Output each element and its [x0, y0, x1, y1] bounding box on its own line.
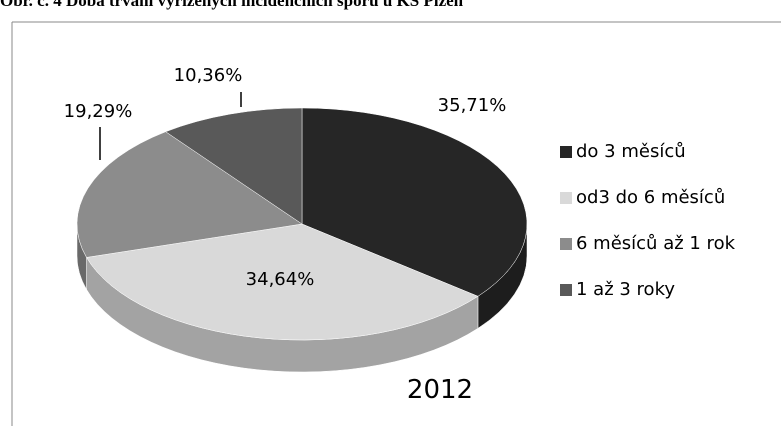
legend-label: od3 do 6 měsíců	[576, 187, 725, 208]
data-label: 34,64%	[246, 269, 315, 290]
legend-swatch	[560, 238, 572, 250]
legend-label: do 3 měsíců	[576, 141, 686, 162]
pie-slice	[76, 131, 303, 258]
pie-slice	[301, 107, 528, 297]
pie-slice	[86, 223, 479, 341]
chart-subtitle: 2012	[407, 375, 473, 405]
data-label: 19,29%	[64, 101, 133, 122]
legend-swatch	[560, 284, 572, 296]
legend-swatch	[560, 192, 572, 204]
legend-label: 6 měsíců až 1 rok	[576, 233, 736, 254]
legend-label: 1 až 3 roky	[576, 279, 675, 300]
data-label: 35,71%	[438, 95, 507, 116]
chart-title: Obr. č. 4 Doba trvání vyřízených inciden…	[0, 0, 464, 10]
data-label: 10,36%	[174, 65, 243, 86]
pie-slice	[165, 107, 303, 225]
legend-swatch	[560, 146, 572, 158]
